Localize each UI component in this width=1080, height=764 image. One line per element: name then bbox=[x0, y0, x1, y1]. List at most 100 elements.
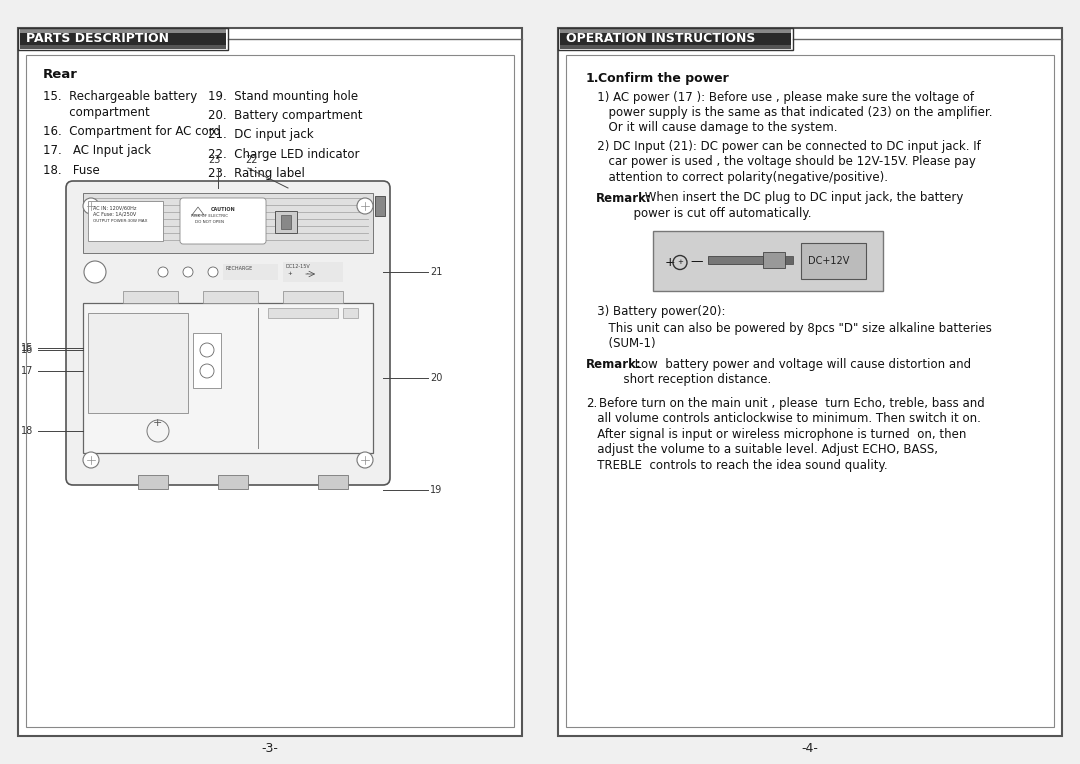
Text: compartment: compartment bbox=[43, 106, 150, 119]
Bar bbox=[708, 255, 762, 264]
Text: RECHARGE: RECHARGE bbox=[225, 266, 253, 271]
Circle shape bbox=[200, 343, 214, 357]
Bar bbox=[21, 29, 226, 33]
Text: Remark:: Remark: bbox=[586, 358, 642, 371]
Text: DC+12V: DC+12V bbox=[808, 257, 849, 267]
Text: 20.  Battery compartment: 20. Battery compartment bbox=[208, 109, 363, 122]
Text: power is cut off automatically.: power is cut off automatically. bbox=[596, 207, 811, 220]
Text: 17.   AC Input jack: 17. AC Input jack bbox=[43, 144, 151, 157]
Text: 22.  Charge LED indicator: 22. Charge LED indicator bbox=[208, 147, 360, 160]
Bar bbox=[801, 242, 866, 279]
Circle shape bbox=[208, 267, 218, 277]
Text: DO NOT OPEN: DO NOT OPEN bbox=[195, 220, 224, 224]
Text: 2) DC Input (21): DC power can be connected to DC input jack. If: 2) DC Input (21): DC power can be connec… bbox=[586, 140, 981, 153]
Text: 18.   Fuse: 18. Fuse bbox=[43, 163, 99, 176]
Bar bbox=[558, 28, 1062, 736]
Text: AC IN: 120V/60Hz: AC IN: 120V/60Hz bbox=[93, 205, 136, 210]
Bar bbox=[561, 29, 791, 49]
Bar bbox=[375, 196, 384, 216]
Text: attention to correct polarity(negative/positive).: attention to correct polarity(negative/p… bbox=[586, 171, 888, 184]
Bar bbox=[566, 55, 1054, 727]
Text: -4-: -4- bbox=[801, 742, 819, 755]
Text: CAUTION: CAUTION bbox=[211, 207, 235, 212]
Bar bbox=[283, 291, 343, 303]
Text: 18: 18 bbox=[21, 426, 33, 436]
Circle shape bbox=[84, 261, 106, 283]
Text: +: + bbox=[665, 255, 676, 268]
Text: 21: 21 bbox=[430, 267, 443, 277]
Text: PARTS DESCRIPTION: PARTS DESCRIPTION bbox=[26, 33, 168, 46]
Bar bbox=[268, 308, 338, 318]
Bar bbox=[203, 291, 258, 303]
Text: 22: 22 bbox=[246, 155, 258, 165]
Text: —: — bbox=[690, 255, 702, 268]
Text: Remark:: Remark: bbox=[596, 192, 651, 205]
Text: Or it will cause damage to the system.: Or it will cause damage to the system. bbox=[586, 121, 837, 134]
Text: 15: 15 bbox=[21, 343, 33, 353]
Bar bbox=[18, 28, 522, 736]
Bar bbox=[83, 193, 373, 253]
Text: adjust the volume to a suitable level. Adjust ECHO, BASS,: adjust the volume to a suitable level. A… bbox=[586, 443, 939, 457]
Text: +        -: + - bbox=[288, 271, 309, 276]
Text: 16: 16 bbox=[21, 345, 33, 355]
Text: (SUM-1): (SUM-1) bbox=[586, 338, 656, 351]
Text: After signal is input or wireless microphone is turned  on, then: After signal is input or wireless microp… bbox=[586, 428, 967, 441]
Text: 19: 19 bbox=[430, 485, 442, 495]
Bar bbox=[123, 291, 178, 303]
Bar bbox=[558, 28, 793, 50]
Text: 3) Battery power(20):: 3) Battery power(20): bbox=[586, 305, 726, 318]
Circle shape bbox=[83, 198, 99, 214]
Bar bbox=[83, 303, 373, 453]
Bar bbox=[21, 29, 226, 49]
Text: This unit can also be powered by 8pcs "D" size alkaline batteries: This unit can also be powered by 8pcs "D… bbox=[586, 322, 991, 335]
Text: Before turn on the main unit , please  turn Echo, treble, bass and: Before turn on the main unit , please tu… bbox=[599, 397, 985, 410]
Text: Rear: Rear bbox=[43, 68, 78, 81]
Bar bbox=[21, 45, 226, 49]
Bar bbox=[283, 262, 343, 282]
Text: Low  battery power and voltage will cause distortion and: Low battery power and voltage will cause… bbox=[631, 358, 971, 371]
Text: short reception distance.: short reception distance. bbox=[586, 374, 771, 387]
Circle shape bbox=[83, 452, 99, 468]
Bar bbox=[193, 333, 221, 388]
Bar bbox=[18, 28, 228, 50]
Bar bbox=[785, 255, 793, 264]
Text: 16.  Compartment for AC cord: 16. Compartment for AC cord bbox=[43, 125, 221, 138]
Text: OPERATION INSTRUCTIONS: OPERATION INSTRUCTIONS bbox=[566, 33, 755, 46]
Text: all volume controls anticlockwise to minimum. Then switch it on.: all volume controls anticlockwise to min… bbox=[586, 413, 981, 426]
Text: +: + bbox=[677, 258, 683, 264]
Bar bbox=[653, 231, 883, 290]
Bar bbox=[318, 475, 348, 489]
Text: AC Fuse: 1A/250V: AC Fuse: 1A/250V bbox=[93, 212, 136, 217]
Text: 20: 20 bbox=[430, 373, 443, 383]
FancyBboxPatch shape bbox=[180, 198, 266, 244]
Bar bbox=[561, 29, 791, 33]
Text: 23.  Rating label: 23. Rating label bbox=[208, 167, 305, 180]
Text: 19.  Stand mounting hole: 19. Stand mounting hole bbox=[208, 90, 359, 103]
Text: When insert the DC plug to DC input jack, the battery: When insert the DC plug to DC input jack… bbox=[642, 192, 963, 205]
Text: RISK OF ELECTRIC: RISK OF ELECTRIC bbox=[191, 214, 228, 218]
Circle shape bbox=[357, 452, 373, 468]
Bar bbox=[561, 45, 791, 49]
Bar bbox=[281, 215, 291, 229]
Text: car power is used , the voltage should be 12V-15V. Please pay: car power is used , the voltage should b… bbox=[586, 156, 976, 169]
Text: 17: 17 bbox=[21, 366, 33, 376]
Circle shape bbox=[200, 364, 214, 378]
Text: 15.  Rechargeable battery: 15. Rechargeable battery bbox=[43, 90, 198, 103]
Bar bbox=[222, 264, 278, 280]
Bar bbox=[343, 308, 357, 318]
Text: OUTPUT POWER:30W MAX: OUTPUT POWER:30W MAX bbox=[93, 219, 148, 223]
FancyBboxPatch shape bbox=[66, 181, 390, 485]
Bar bbox=[87, 201, 163, 241]
Text: 2.: 2. bbox=[586, 397, 597, 410]
Text: power supply is the same as that indicated (23) on the amplifier.: power supply is the same as that indicat… bbox=[586, 106, 993, 119]
Text: +: + bbox=[153, 418, 162, 428]
Circle shape bbox=[183, 267, 193, 277]
Text: DC12-15V: DC12-15V bbox=[285, 264, 310, 269]
Text: -3-: -3- bbox=[261, 742, 279, 755]
Bar bbox=[87, 313, 188, 413]
Text: 1.: 1. bbox=[586, 72, 599, 85]
Bar bbox=[762, 251, 785, 267]
Bar bbox=[26, 55, 514, 727]
Text: 1) AC power (17 ): Before use , please make sure the voltage of: 1) AC power (17 ): Before use , please m… bbox=[586, 90, 974, 103]
Bar bbox=[218, 475, 248, 489]
